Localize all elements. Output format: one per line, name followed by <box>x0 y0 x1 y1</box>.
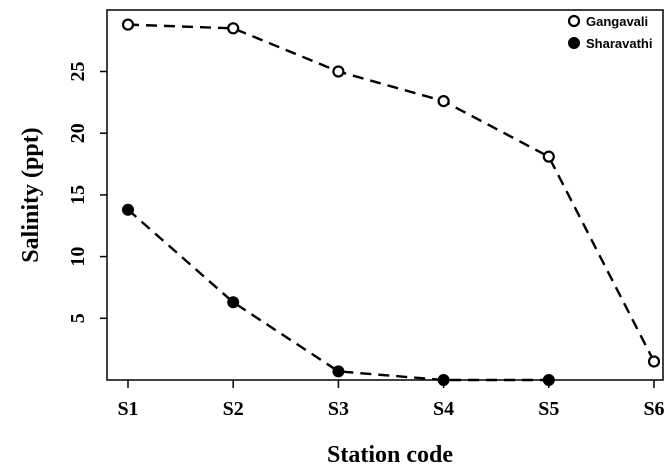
legend: Gangavali Sharavathi <box>567 14 652 51</box>
x-tick-label-S4: S4 <box>433 398 454 420</box>
point-sharavathi-S1 <box>122 203 134 216</box>
y-tick-label-5: 5 <box>67 313 89 323</box>
point-gangavali-S1 <box>121 18 135 31</box>
point-sharavathi-S5 <box>542 374 555 386</box>
legend-label-gangavali: Gangavali <box>586 14 648 29</box>
point-gangavali-S3 <box>332 65 345 78</box>
y-axis: 5 10 15 20 25 <box>67 62 107 323</box>
x-axis-title: Station code <box>327 442 453 468</box>
series-layer <box>121 18 661 386</box>
y-tick-label-20: 20 <box>67 123 89 143</box>
series-line-sharavathi <box>127 208 549 382</box>
y-tick-label-15: 15 <box>67 185 89 205</box>
point-gangavali-S2 <box>227 22 240 35</box>
y-tick-label-25: 25 <box>67 62 89 82</box>
x-tick-label-S2: S2 <box>223 398 244 420</box>
legend-marker-gangavali <box>567 14 581 28</box>
legend-marker-sharavathi <box>568 37 580 49</box>
y-tick-label-10: 10 <box>67 247 89 267</box>
x-tick-label-S5: S5 <box>538 398 559 420</box>
point-sharavathi-S3 <box>332 365 345 378</box>
series-line-gangavali <box>127 23 656 363</box>
point-gangavali-S6 <box>647 355 661 368</box>
plot-frame <box>106 9 664 381</box>
y-axis-title: Salinity (ppt) <box>18 127 44 262</box>
point-gangavali-S5 <box>542 150 555 163</box>
x-tick-label-S6: S6 <box>643 398 664 420</box>
point-sharavathi-S2 <box>227 296 240 309</box>
x-axis: S1 S2 S3 S4 S5 S6 <box>117 380 665 420</box>
x-tick-label-S1: S1 <box>117 398 138 420</box>
legend-label-sharavathi: Sharavathi <box>586 36 652 51</box>
point-sharavathi-S4 <box>437 374 450 386</box>
point-gangavali-S4 <box>437 95 450 108</box>
x-tick-label-S3: S3 <box>328 398 349 420</box>
